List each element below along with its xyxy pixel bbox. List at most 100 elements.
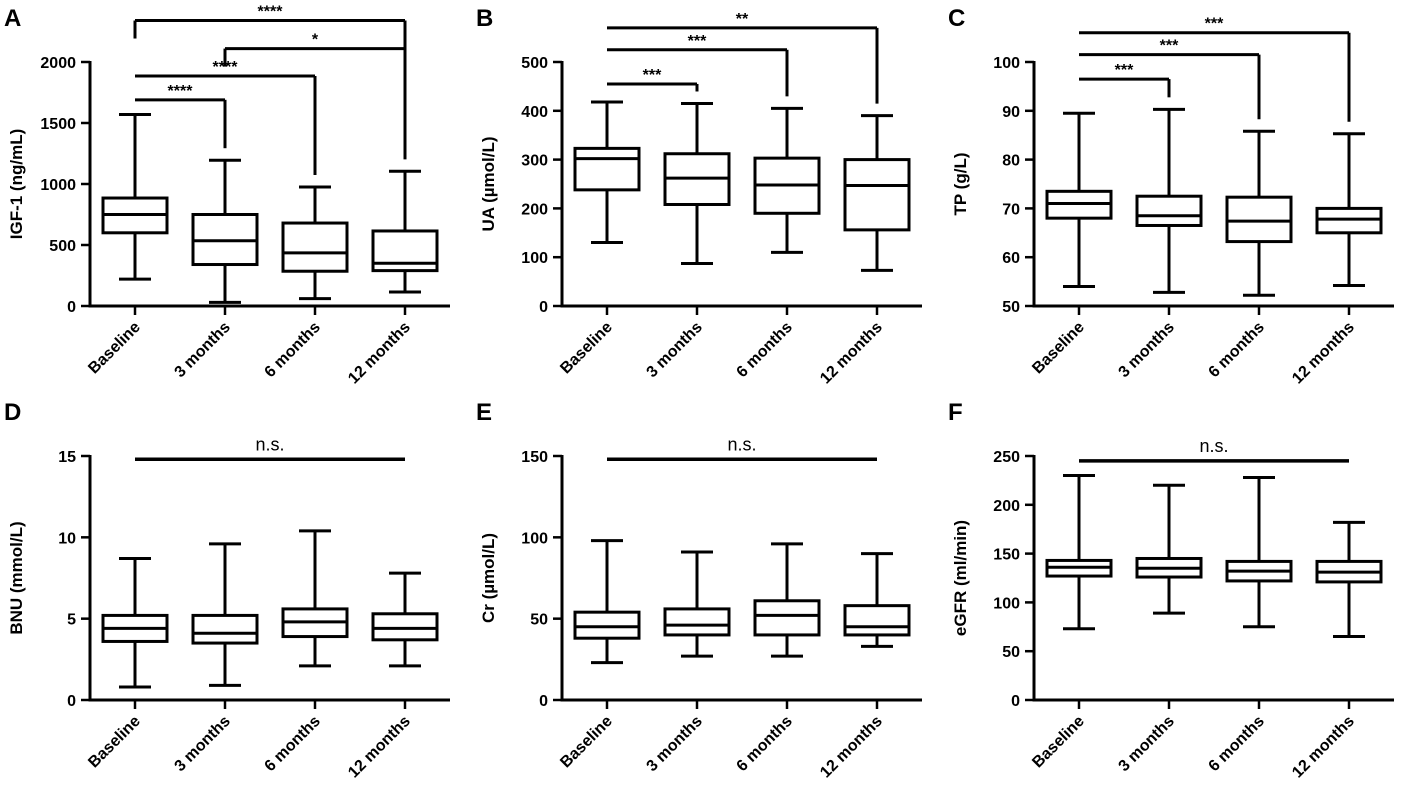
x-category-label: Baseline — [1029, 319, 1088, 378]
x-category-label: Baseline — [557, 713, 616, 772]
x-category-label: 3 months — [1116, 319, 1178, 381]
iqr-box — [753, 599, 821, 637]
box-plot — [191, 542, 259, 687]
significance-label: *** — [1205, 16, 1224, 33]
y-tick-label: 1000 — [40, 177, 76, 194]
y-tick-label: 100 — [993, 595, 1020, 612]
box-plot — [371, 571, 439, 668]
box-plot — [753, 542, 821, 658]
box-plot — [371, 169, 439, 294]
ns-bracket: n.s. — [1079, 436, 1349, 463]
y-tick-label: 5 — [67, 612, 76, 629]
y-tick-label: 400 — [521, 104, 548, 121]
significance-label: ** — [736, 11, 749, 28]
y-tick-label: 250 — [993, 449, 1020, 466]
significance-bracket: ** — [607, 11, 879, 104]
y-tick-label: 2000 — [40, 55, 76, 72]
y-tick-label: 1500 — [40, 116, 76, 133]
box-plot — [1135, 483, 1203, 615]
box-plot — [1315, 132, 1383, 288]
significance-label: *** — [688, 33, 707, 50]
x-category-label: Baseline — [85, 713, 144, 772]
panel-label: D — [4, 399, 21, 426]
x-category-label: 3 months — [644, 713, 706, 775]
y-tick-label: 100 — [521, 530, 548, 547]
panel-c: C 50 60 70 80 90 100 TP (g/L) Baseline 3 months 6 … — [944, 0, 1415, 394]
x-category-label: 3 months — [172, 713, 234, 775]
y-tick-label: 0 — [67, 299, 76, 316]
x-category-label: 6 months — [262, 713, 324, 775]
iqr-box — [371, 612, 439, 642]
x-category-label: 12 months — [817, 713, 886, 782]
chart-svg: C 50 60 70 80 90 100 TP (g/L) Baseline 3 months 6 … — [948, 5, 1394, 387]
iqr-box — [573, 146, 641, 192]
ns-bracket: n.s. — [607, 434, 877, 462]
y-axis-title: UA (µmol/L) — [479, 136, 498, 231]
box-plot — [1315, 520, 1383, 639]
x-category-label: 12 months — [817, 319, 886, 388]
panel-label: F — [948, 399, 963, 426]
box-plot — [843, 114, 911, 272]
y-tick-label: 200 — [521, 201, 548, 218]
y-tick-label: 90 — [1002, 104, 1020, 121]
panel-d: D 0 5 10 15 BNU (mmol/L) Baseline 3 months 6 mon… — [0, 394, 471, 788]
x-category-label: 6 months — [1206, 319, 1268, 381]
box-plot — [663, 101, 731, 266]
significance-label: * — [312, 32, 319, 49]
y-tick-label: 300 — [521, 153, 548, 170]
iqr-box — [663, 607, 731, 637]
y-tick-label: 15 — [58, 449, 76, 466]
ns-label: n.s. — [727, 434, 756, 454]
x-category-label: Baseline — [1029, 713, 1088, 772]
box-plot — [663, 550, 731, 658]
significance-label: *** — [643, 67, 662, 84]
box-plot — [753, 106, 821, 254]
significance-bracket: *** — [607, 33, 789, 97]
panel-label: B — [476, 5, 493, 32]
chart-svg: D 0 5 10 15 BNU (mmol/L) Baseline 3 months 6 mon… — [4, 399, 450, 782]
y-tick-label: 0 — [539, 693, 548, 710]
panel-label: A — [4, 5, 21, 32]
x-category-label: 6 months — [1206, 713, 1268, 775]
box-plot — [1225, 475, 1293, 629]
panel-b: B 0 100 200 300 400 500 UA (µmol/L) Baseline 3 mo… — [472, 0, 943, 394]
iqr-box — [281, 221, 349, 273]
y-tick-label: 150 — [993, 547, 1020, 564]
x-category-label: 3 months — [1116, 713, 1178, 775]
x-category-label: 3 months — [172, 319, 234, 381]
y-axis-title: Cr (µmol/L) — [479, 533, 498, 623]
iqr-box — [1135, 194, 1203, 227]
ns-bracket: n.s. — [135, 434, 405, 462]
box-plot — [281, 185, 349, 301]
y-tick-label: 500 — [49, 238, 76, 255]
chart-svg: E 0 50 100 150 Cr (µmol/L) Baseline 3 months 6 m… — [476, 399, 922, 782]
y-tick-label: 100 — [521, 250, 548, 267]
significance-bracket: *** — [1079, 62, 1171, 98]
x-category-label: 12 months — [345, 713, 414, 782]
x-category-label: Baseline — [557, 319, 616, 378]
significance-bracket: *** — [1079, 16, 1351, 122]
box-plot — [843, 552, 911, 648]
x-category-label: Baseline — [85, 319, 144, 378]
box-plot — [1045, 111, 1113, 288]
significance-bracket: **** — [135, 83, 227, 149]
panel-f: F 0 50 100 150 200 250 eGFR (ml/min) Baseline 3 m… — [944, 394, 1415, 788]
significance-label: *** — [1160, 38, 1179, 55]
y-tick-label: 0 — [67, 693, 76, 710]
panel-label: C — [948, 5, 965, 32]
y-axis-title: BNU (mmol/L) — [7, 521, 26, 634]
panel-label: E — [476, 399, 492, 426]
box-plot — [1225, 129, 1293, 297]
y-tick-label: 500 — [521, 55, 548, 72]
y-tick-label: 50 — [1002, 644, 1020, 661]
significance-bracket: *** — [607, 67, 699, 92]
y-tick-label: 60 — [1002, 250, 1020, 267]
box-plot — [191, 158, 259, 304]
y-tick-label: 10 — [58, 530, 76, 547]
significance-bracket: **** — [133, 4, 407, 160]
box-plot — [101, 556, 169, 689]
box-plot — [1045, 474, 1113, 631]
significance-label: *** — [1115, 62, 1134, 79]
iqr-box — [843, 604, 911, 637]
